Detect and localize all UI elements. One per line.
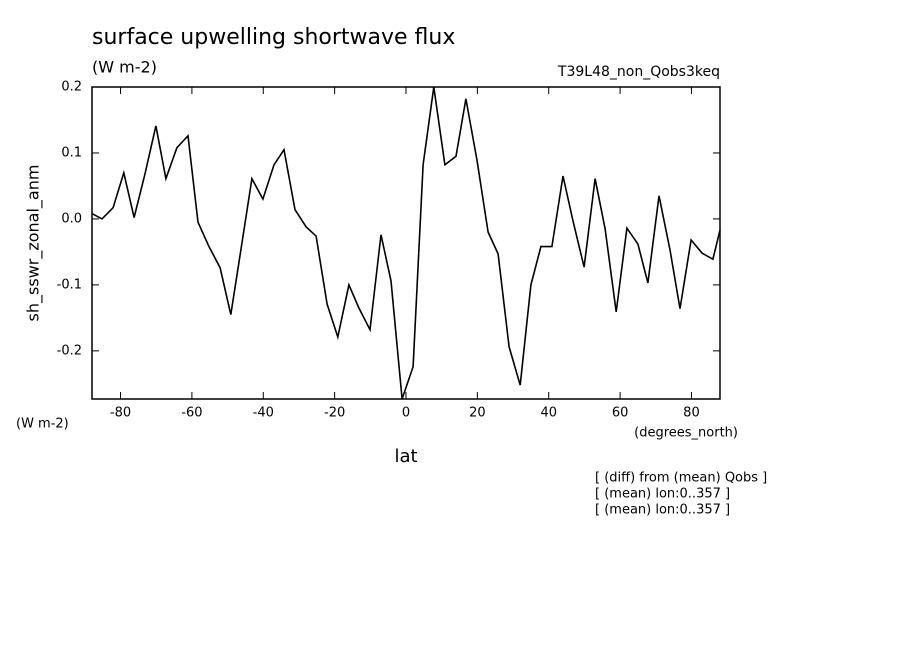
data-line (91, 86, 721, 400)
x-tick-label: -80 (110, 406, 131, 421)
x-tick-label: -40 (253, 406, 274, 421)
note: [ (mean) lon:0..357 ] (595, 487, 730, 502)
y-tick-label: -0.2 (57, 343, 82, 358)
x-tick-label: 20 (469, 406, 486, 421)
y-tick-label: 0.2 (61, 80, 82, 95)
chart-title: surface upwelling shortwave flux (92, 25, 455, 50)
experiment-label: T39L48_non_Qobs3keq (557, 64, 720, 80)
x-tick-label: 0 (402, 406, 410, 421)
note: [ (mean) lon:0..357 ] (595, 503, 730, 518)
y-units: (W m-2) (16, 417, 69, 432)
x-tick-label: 80 (683, 406, 700, 421)
y-axis-label: sh_sswr_zonal_anm (24, 165, 44, 322)
y-tick-label: 0.1 (61, 145, 82, 160)
x-tick-label: 60 (612, 406, 629, 421)
x-units: (degrees_north) (634, 426, 738, 441)
chart-subtitle: (W m-2) (92, 58, 157, 77)
x-axis-label: lat (394, 446, 417, 467)
y-tick-label: 0.0 (61, 211, 82, 226)
note: [ (diff) from (mean) Qobs ] (595, 471, 767, 486)
x-tick-label: 40 (540, 406, 557, 421)
x-tick-label: -60 (181, 406, 202, 421)
x-tick-label: -20 (324, 406, 345, 421)
y-tick-label: -0.1 (57, 277, 82, 292)
